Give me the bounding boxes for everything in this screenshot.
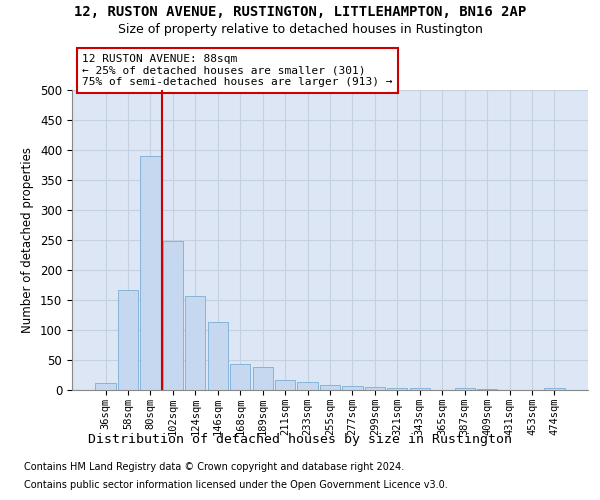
Bar <box>387 388 407 390</box>
Bar <box>544 388 565 390</box>
Text: 12 RUSTON AVENUE: 88sqm
← 25% of detached houses are smaller (301)
75% of semi-d: 12 RUSTON AVENUE: 88sqm ← 25% of detache… <box>82 54 393 87</box>
Bar <box>95 383 116 390</box>
Bar <box>455 388 475 390</box>
Y-axis label: Number of detached properties: Number of detached properties <box>22 147 34 333</box>
Text: 12, RUSTON AVENUE, RUSTINGTON, LITTLEHAMPTON, BN16 2AP: 12, RUSTON AVENUE, RUSTINGTON, LITTLEHAM… <box>74 5 526 19</box>
Bar <box>275 380 295 390</box>
Bar <box>118 290 138 390</box>
Bar <box>343 386 362 390</box>
Bar <box>163 241 183 390</box>
Bar <box>253 366 273 390</box>
Bar <box>140 156 161 390</box>
Bar <box>208 322 228 390</box>
Text: Size of property relative to detached houses in Rustington: Size of property relative to detached ho… <box>118 22 482 36</box>
Bar <box>410 388 430 390</box>
Bar <box>298 382 317 390</box>
Bar <box>185 296 205 390</box>
Bar <box>365 387 385 390</box>
Text: Distribution of detached houses by size in Rustington: Distribution of detached houses by size … <box>88 432 512 446</box>
Text: Contains HM Land Registry data © Crown copyright and database right 2024.: Contains HM Land Registry data © Crown c… <box>24 462 404 472</box>
Bar <box>230 364 250 390</box>
Text: Contains public sector information licensed under the Open Government Licence v3: Contains public sector information licen… <box>24 480 448 490</box>
Bar <box>320 384 340 390</box>
